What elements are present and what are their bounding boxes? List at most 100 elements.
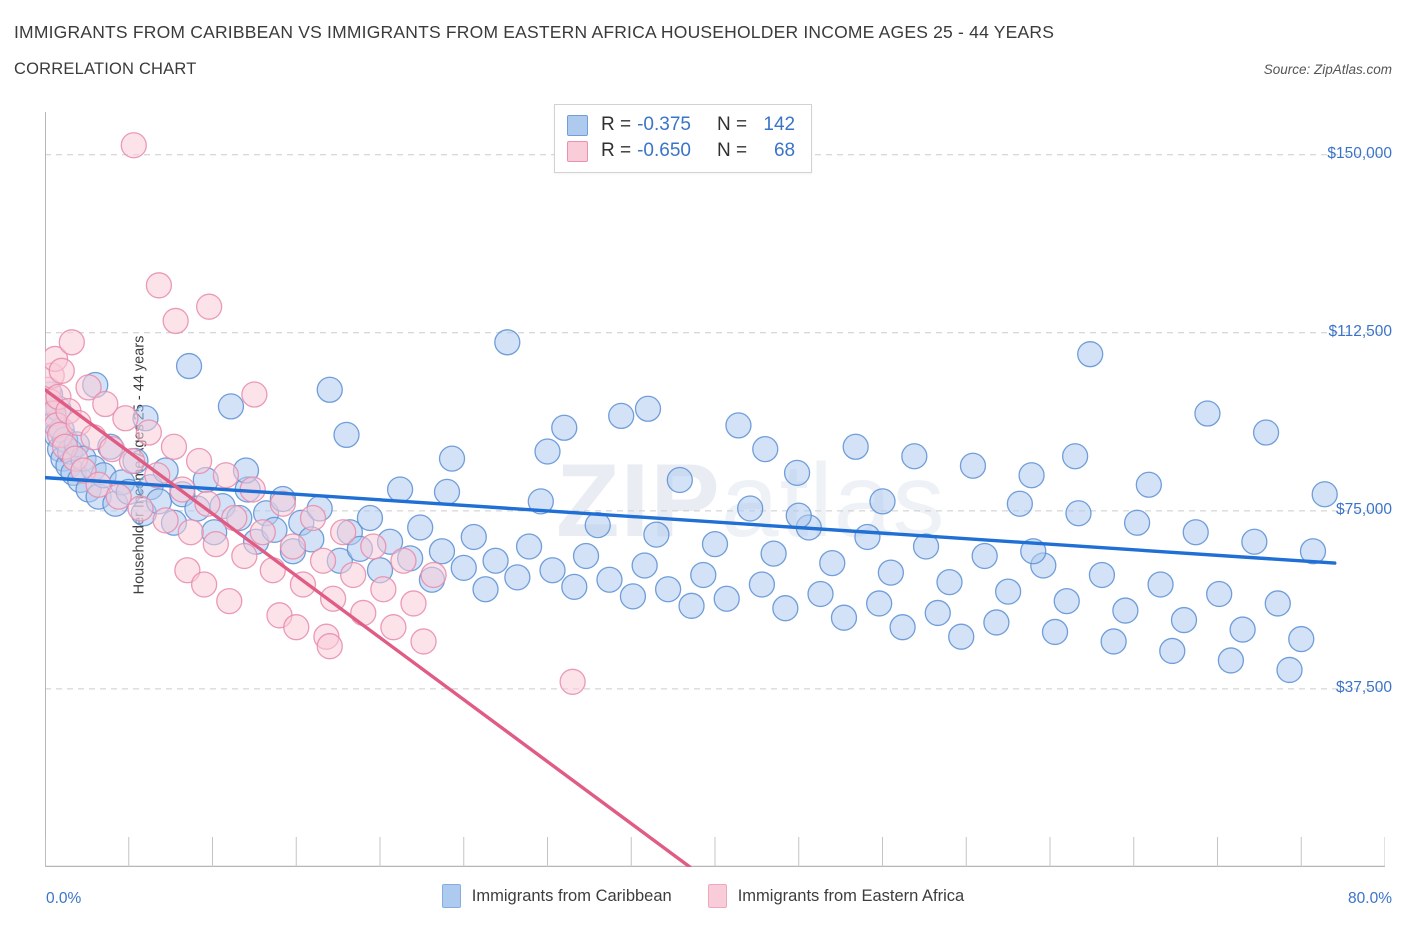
data-point	[410, 628, 437, 655]
data-point	[527, 488, 554, 515]
data-point	[608, 402, 635, 430]
data-point	[690, 561, 717, 589]
data-point	[752, 435, 779, 463]
x-axis-max-label: 80.0%	[1348, 890, 1392, 907]
data-point	[112, 405, 139, 432]
data-point	[135, 419, 162, 446]
data-point	[316, 376, 343, 403]
data-point	[494, 329, 521, 356]
legend-item-eastern-africa[interactable]: Immigrants from Eastern Africa	[707, 884, 964, 908]
y-axis-tick-label: $150,000	[1327, 144, 1392, 162]
data-point	[1170, 606, 1198, 634]
data-point	[924, 599, 951, 627]
n-value-caribbean: 142	[763, 114, 796, 135]
data-point	[783, 459, 811, 487]
data-point	[572, 542, 600, 570]
data-point	[269, 490, 297, 517]
data-point	[1311, 481, 1338, 508]
data-point	[319, 585, 347, 612]
data-point	[85, 471, 112, 498]
data-point	[889, 614, 916, 641]
data-point	[772, 595, 799, 622]
data-point	[971, 542, 998, 570]
data-point	[1217, 647, 1245, 674]
data-point	[217, 393, 245, 420]
data-point	[678, 592, 705, 619]
data-point	[58, 329, 85, 356]
data-point	[877, 559, 905, 586]
data-point	[666, 466, 693, 494]
legend-swatch-caribbean	[441, 884, 461, 908]
data-point	[1041, 618, 1069, 646]
data-point	[1053, 587, 1080, 615]
r-label-caribbean: R =	[601, 114, 632, 135]
data-point	[472, 576, 499, 603]
source-attribution: Source: ZipAtlas.com	[1263, 62, 1392, 77]
data-point	[504, 564, 531, 591]
data-point	[428, 538, 456, 565]
data-point	[333, 421, 360, 449]
series-points-eastern-africa	[45, 132, 586, 695]
data-point	[1252, 419, 1280, 446]
data-point	[619, 583, 647, 610]
data-point	[174, 557, 201, 584]
data-point	[340, 561, 367, 589]
data-point	[936, 568, 963, 596]
data-point	[1112, 597, 1139, 624]
data-point	[350, 599, 377, 627]
data-point	[725, 412, 752, 439]
r-value-caribbean: -0.375	[637, 114, 691, 135]
data-point	[175, 352, 203, 380]
data-point	[1006, 490, 1033, 517]
data-point	[152, 507, 179, 534]
data-point	[1229, 616, 1256, 643]
data-point	[216, 587, 243, 615]
data-point	[48, 357, 75, 384]
data-point	[482, 547, 509, 574]
series-legend: Immigrants from Caribbean Immigrants fro…	[0, 884, 1406, 908]
data-point	[1100, 628, 1127, 655]
data-point	[561, 573, 588, 600]
data-point	[407, 514, 434, 541]
data-point	[1288, 625, 1315, 653]
data-point	[460, 523, 487, 551]
data-point	[948, 623, 975, 650]
stats-swatch-eastern-africa	[567, 140, 588, 162]
data-point	[1061, 443, 1089, 470]
data-point	[160, 433, 188, 460]
data-point	[370, 576, 397, 603]
r-value-eastern-africa: -0.650	[637, 140, 691, 161]
data-point	[390, 547, 417, 574]
stats-swatch-caribbean	[567, 114, 588, 136]
data-point	[1147, 571, 1174, 598]
data-point	[127, 495, 154, 522]
data-point	[185, 447, 213, 475]
data-point	[1206, 580, 1233, 608]
data-point	[241, 381, 268, 408]
data-point	[515, 533, 543, 560]
data-point	[249, 519, 276, 546]
trendline-eastern-africa	[45, 388, 692, 867]
data-point	[92, 390, 119, 418]
y-axis-tick-label: $75,000	[1335, 500, 1392, 518]
data-point	[75, 374, 102, 401]
data-point	[596, 566, 623, 593]
data-point	[1194, 400, 1221, 427]
data-point	[162, 307, 189, 335]
data-point	[386, 476, 414, 503]
data-point	[912, 533, 940, 560]
data-point	[279, 533, 307, 560]
data-point	[120, 132, 147, 159]
data-point	[450, 554, 477, 581]
data-point	[1065, 500, 1092, 527]
data-point	[785, 502, 812, 529]
data-point	[631, 552, 658, 579]
data-point	[195, 293, 223, 320]
data-point	[534, 438, 561, 465]
legend-item-caribbean[interactable]: Immigrants from Caribbean	[441, 884, 672, 908]
data-point	[202, 530, 230, 558]
data-point	[959, 452, 987, 479]
data-point	[433, 478, 461, 506]
data-point	[299, 504, 327, 532]
